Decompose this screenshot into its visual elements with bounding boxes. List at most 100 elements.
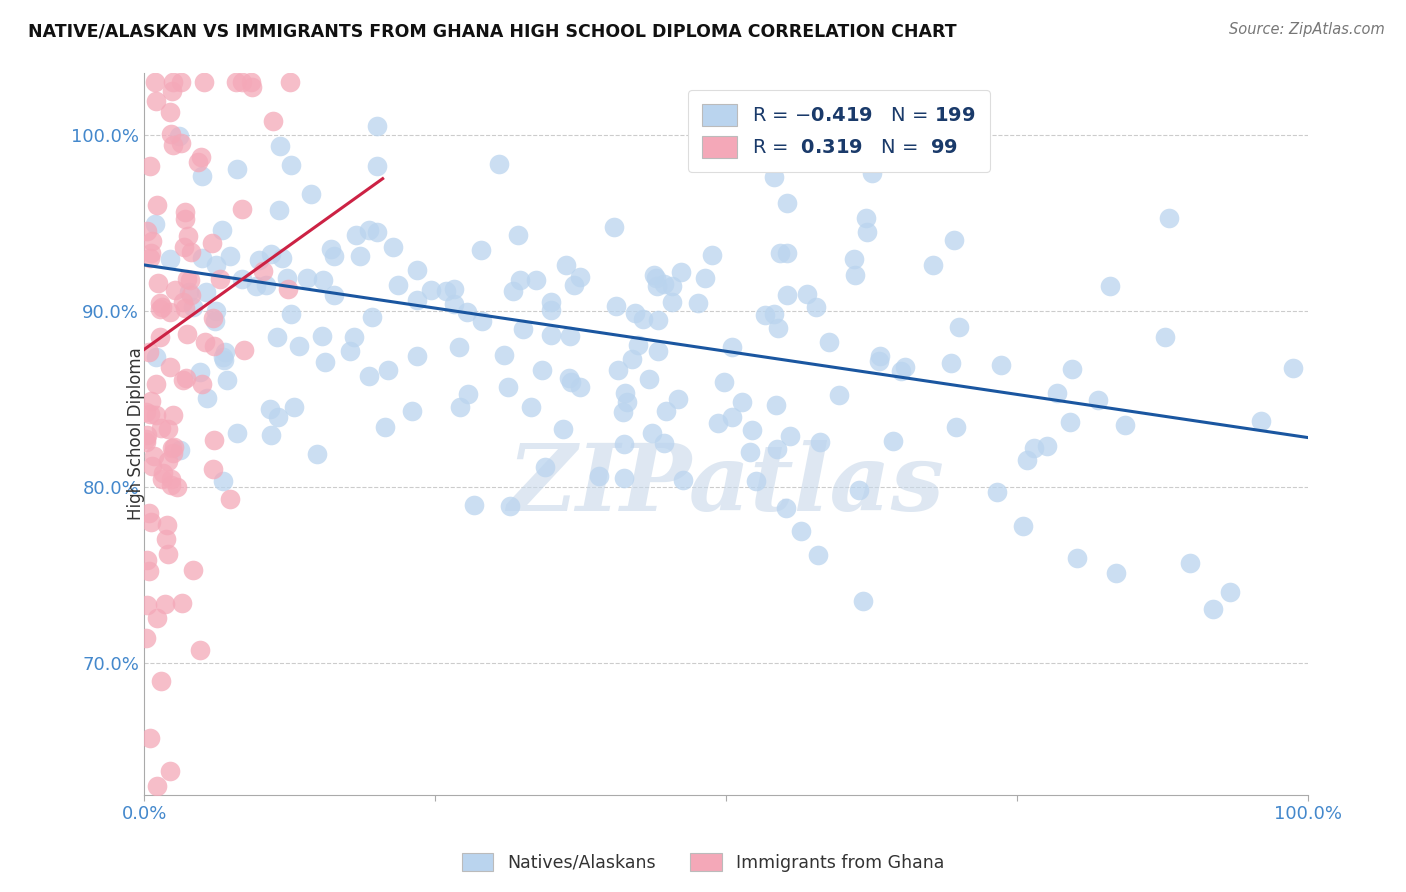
Point	[654, 404, 676, 418]
Point	[852, 593, 875, 607]
Point	[191, 251, 214, 265]
Point	[138, 251, 160, 265]
Point	[211, 474, 233, 488]
Point	[613, 471, 636, 485]
Point	[343, 330, 366, 344]
Point	[776, 288, 799, 302]
Point	[297, 271, 319, 285]
Point	[266, 329, 288, 343]
Point	[169, 129, 191, 144]
Point	[231, 272, 253, 286]
Point	[149, 329, 172, 343]
Point	[603, 219, 626, 234]
Point	[177, 285, 200, 299]
Point	[311, 329, 333, 343]
Point	[233, 343, 256, 357]
Point	[283, 400, 305, 414]
Point	[588, 468, 610, 483]
Point	[162, 446, 184, 460]
Point	[616, 395, 638, 409]
Point	[159, 359, 181, 374]
Point	[174, 212, 197, 227]
Point	[159, 252, 181, 266]
Text: Source: ZipAtlas.com: Source: ZipAtlas.com	[1229, 22, 1385, 37]
Point	[169, 443, 191, 458]
Point	[868, 354, 890, 368]
Point	[252, 264, 274, 278]
Point	[614, 386, 637, 401]
Point	[921, 258, 943, 272]
Point	[344, 228, 367, 243]
Point	[666, 392, 689, 407]
Point	[145, 376, 167, 391]
Point	[631, 311, 654, 326]
Point	[551, 422, 574, 436]
Point	[190, 376, 212, 391]
Point	[166, 480, 188, 494]
Point	[314, 354, 336, 368]
Point	[720, 409, 742, 424]
Point	[181, 301, 204, 315]
Point	[647, 312, 669, 326]
Point	[700, 248, 723, 262]
Point	[226, 161, 249, 176]
Point	[1059, 415, 1081, 429]
Point	[357, 223, 380, 237]
Point	[204, 314, 226, 328]
Point	[808, 434, 831, 449]
Point	[506, 228, 529, 243]
Point	[765, 398, 787, 412]
Point	[322, 288, 344, 302]
Point	[179, 273, 201, 287]
Point	[1178, 557, 1201, 571]
Point	[202, 461, 225, 475]
Legend: Natives/Alaskans, Immigrants from Ghana: Natives/Alaskans, Immigrants from Ghana	[456, 847, 950, 879]
Point	[162, 408, 184, 422]
Point	[1036, 438, 1059, 452]
Point	[163, 283, 186, 297]
Point	[763, 307, 786, 321]
Point	[181, 563, 204, 577]
Point	[1087, 393, 1109, 408]
Point	[277, 282, 299, 296]
Point	[606, 363, 628, 377]
Point	[323, 249, 346, 263]
Point	[150, 472, 173, 486]
Point	[245, 279, 267, 293]
Text: ZIPatlas: ZIPatlas	[508, 440, 945, 530]
Point	[374, 420, 396, 434]
Point	[405, 262, 427, 277]
Point	[434, 284, 457, 298]
Point	[776, 245, 799, 260]
Point	[212, 351, 235, 365]
Point	[512, 322, 534, 336]
Point	[366, 225, 388, 239]
Point	[420, 283, 443, 297]
Point	[638, 372, 661, 386]
Point	[162, 441, 184, 455]
Point	[661, 295, 683, 310]
Point	[190, 150, 212, 164]
Point	[156, 454, 179, 468]
Point	[848, 483, 870, 497]
Point	[1060, 361, 1083, 376]
Point	[1154, 330, 1177, 344]
Point	[163, 440, 186, 454]
Point	[645, 279, 668, 293]
Point	[948, 320, 970, 334]
Point	[661, 278, 683, 293]
Point	[143, 75, 166, 89]
Point	[162, 137, 184, 152]
Point	[768, 320, 790, 334]
Point	[1012, 518, 1035, 533]
Point	[612, 405, 634, 419]
Point	[524, 273, 547, 287]
Point	[443, 296, 465, 310]
Point	[405, 349, 427, 363]
Point	[211, 222, 233, 236]
Point	[754, 308, 776, 322]
Point	[209, 272, 232, 286]
Point	[686, 295, 709, 310]
Point	[146, 197, 169, 211]
Point	[488, 157, 510, 171]
